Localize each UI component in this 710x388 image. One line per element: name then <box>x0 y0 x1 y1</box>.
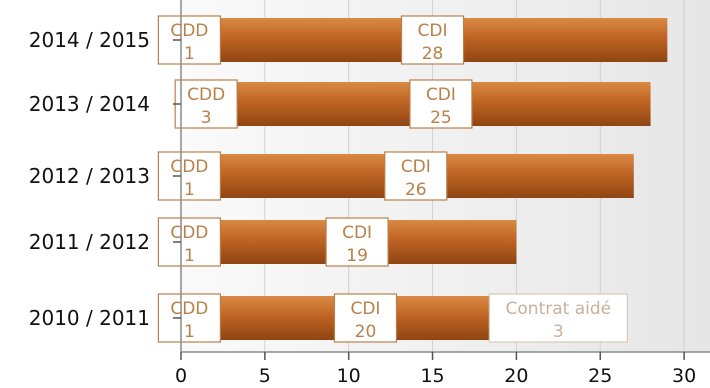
data-label-value: 20 <box>355 322 377 342</box>
x-tick-label-30: 30 <box>672 365 696 387</box>
data-label-cdd-2014-2015: CDD 1 <box>157 15 221 65</box>
data-label-value: 1 <box>184 180 195 200</box>
data-label-box <box>157 151 221 201</box>
data-label-series-name: CDD <box>170 21 208 41</box>
x-tick-label-15: 15 <box>420 365 444 387</box>
x-tick-label-5: 5 <box>259 365 271 387</box>
data-label-value: 25 <box>430 108 452 128</box>
x-tick-label-20: 20 <box>504 365 528 387</box>
data-label-value: 1 <box>184 44 195 64</box>
data-label-value: 26 <box>405 180 427 200</box>
x-tick-label-25: 25 <box>588 365 612 387</box>
data-label-series-name: CDI <box>401 157 431 177</box>
data-label-box <box>325 217 389 267</box>
data-label-box <box>157 15 221 65</box>
data-label-box <box>488 293 628 343</box>
data-label-cdd-2012-2013: CDD 1 <box>157 151 221 201</box>
data-label-value: 3 <box>201 108 212 128</box>
data-label-box <box>157 217 221 267</box>
data-label-box <box>409 79 473 129</box>
data-label-box <box>400 15 465 65</box>
y-tick-label-2013-2014: 2013 / 2014 <box>29 92 150 116</box>
data-label-series-name: CDI <box>350 299 380 319</box>
x-tick-label-0: 0 <box>175 365 187 387</box>
data-label-series-name: CDD <box>170 157 208 177</box>
data-labels-layer: CDD 1 CDI 28 CDD 3 CDI 25 CDD 1 CDI 26 CDD 1 CDI 19 CDD 1… <box>157 15 628 343</box>
data-label-box <box>384 151 448 201</box>
data-label-cdi-2013-2014: CDI 25 <box>409 79 473 129</box>
y-tick-label-2012-2013: 2012 / 2013 <box>29 164 150 188</box>
data-label-box <box>174 79 238 129</box>
data-label-cdd-2010-2011: CDD 1 <box>157 293 221 343</box>
data-label-series-name: CDI <box>342 223 372 243</box>
y-tick-label-2014-2015: 2014 / 2015 <box>29 28 150 52</box>
data-label-cdi-2012-2013: CDI 26 <box>384 151 448 201</box>
data-label-series-name: CDI <box>426 85 456 105</box>
data-label-value: 19 <box>346 246 368 266</box>
data-label-series-name: CDD <box>187 85 225 105</box>
data-label-series-name: CDI <box>418 21 448 41</box>
y-tick-label-2010-2011: 2010 / 2011 <box>29 306 150 330</box>
data-label-value: 3 <box>553 322 564 342</box>
data-label-value: 28 <box>422 44 444 64</box>
data-label-cdi-2014-2015: CDI 28 <box>400 15 465 65</box>
data-label-value: 1 <box>184 322 195 342</box>
data-label-series-name: CDD <box>170 223 208 243</box>
y-tick-label-2011-2012: 2011 / 2012 <box>29 230 150 254</box>
data-label-cdi-2010-2011: CDI 20 <box>333 293 398 343</box>
data-label-cdd-2013-2014: CDD 3 <box>174 79 238 129</box>
data-label-box <box>157 293 221 343</box>
data-label-cdi-2011-2012: CDI 19 <box>325 217 389 267</box>
data-label-cdd-2011-2012: CDD 1 <box>157 217 221 267</box>
data-label-value: 1 <box>184 246 195 266</box>
x-tick-label-10: 10 <box>337 365 361 387</box>
data-label-contrat-aid-2010-2011: Contrat aidé 3 <box>488 293 628 343</box>
data-label-box <box>333 293 398 343</box>
data-label-series-name: Contrat aidé <box>506 299 612 319</box>
data-label-series-name: CDD <box>170 299 208 319</box>
axes-layer: 0 5 10 15 20 25 30 2014 / 2015 2013 / 2014 2012 /… <box>29 0 710 387</box>
